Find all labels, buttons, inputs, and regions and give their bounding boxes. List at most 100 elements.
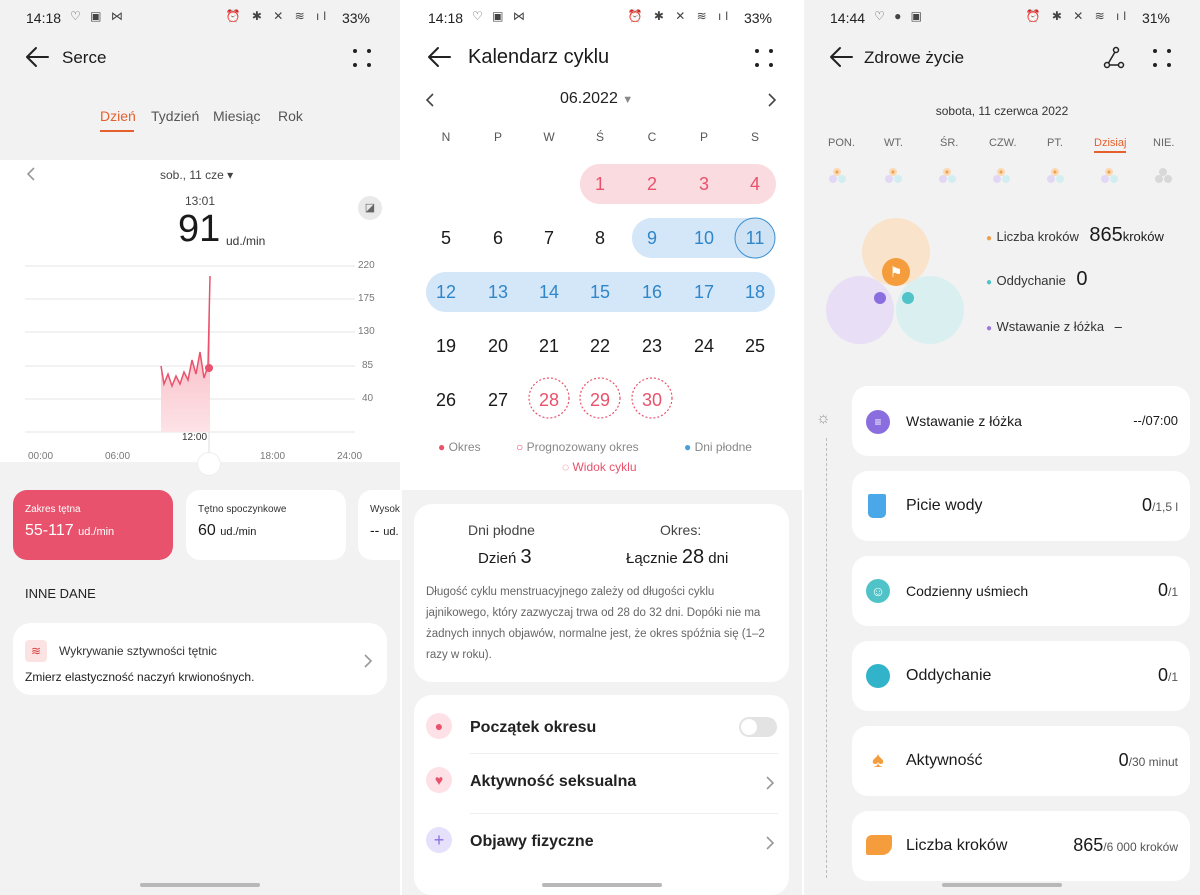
page-title: Zdrowe życie	[864, 48, 965, 67]
row-label: Codzienny uśmiech	[906, 583, 1029, 599]
calendar-day[interactable]: 20	[487, 336, 509, 356]
cursor-time-label: 12:00	[182, 432, 208, 443]
calendar-day[interactable]: 26	[435, 390, 457, 410]
calendar-day-today[interactable]: 11	[745, 228, 765, 248]
date-label: sob., 11 cze	[160, 168, 224, 182]
calendar-day[interactable]: 21	[538, 336, 560, 356]
day-label[interactable]: WT.	[884, 137, 903, 149]
y-tick: 85	[362, 360, 374, 371]
back-arrow-icon[interactable]	[424, 42, 454, 72]
water-row[interactable]: Picie wody 0/1,5 l	[852, 471, 1190, 541]
period-start-toggle[interactable]	[739, 717, 777, 737]
day-label[interactable]: NIE.	[1153, 137, 1175, 149]
day-label[interactable]: PON.	[828, 137, 855, 149]
cycle-options-list: ● Początek okresu ♥ Aktywność seksualna …	[414, 695, 789, 895]
week-progress-icons	[829, 168, 1172, 183]
calendar-day[interactable]: 27	[487, 390, 509, 410]
calendar-day[interactable]: 18	[744, 282, 766, 302]
date-selector[interactable]: sob., 11 cze ▾	[160, 168, 233, 182]
row-label: Objawy fizyczne	[470, 833, 594, 850]
battery-level: 33%	[341, 10, 370, 26]
home-indicator[interactable]	[942, 883, 1062, 887]
sexual-activity-row[interactable]: ♥ Aktywność seksualna	[414, 755, 789, 813]
more-options-icon[interactable]	[1150, 46, 1174, 70]
period-start-row[interactable]: ● Początek okresu	[414, 695, 789, 753]
tab-week[interactable]: Tydzień	[151, 108, 200, 124]
calendar-day[interactable]: 28	[538, 390, 560, 410]
arterial-stiffness-card[interactable]: ≋ Wykrywanie sztywności tętnic Zmierz el…	[13, 623, 387, 695]
expand-icon[interactable]: ◪	[358, 196, 382, 220]
prev-day-icon[interactable]	[24, 166, 38, 182]
calendar-day[interactable]: 4	[749, 174, 760, 194]
more-options-icon[interactable]	[350, 46, 374, 70]
calendar-day[interactable]: 17	[693, 282, 715, 302]
resting-heart-rate-card[interactable]: Tętno spoczynkowe 60 ud./min	[186, 490, 346, 560]
chart-svg	[25, 265, 355, 456]
calendar-day[interactable]: 7	[543, 228, 554, 248]
y-tick: 130	[358, 326, 375, 337]
activity-row[interactable]: ♠ Aktywność 0/30 minut	[852, 726, 1190, 796]
calendar-day[interactable]: 19	[435, 336, 457, 356]
tab-month[interactable]: Miesiąc	[213, 108, 261, 124]
share-route-icon[interactable]	[1102, 46, 1126, 70]
next-month-icon[interactable]	[766, 92, 778, 108]
dropdown-icon: ▼	[622, 94, 634, 106]
breathing-row[interactable]: Oddychanie 0/1	[852, 641, 1190, 711]
chevron-right-icon	[766, 776, 775, 790]
cycle-view-link[interactable]: ◌ Widok cyklu	[562, 460, 637, 474]
calendar-day[interactable]: 14	[538, 282, 560, 302]
calendar-day[interactable]: 8	[594, 228, 605, 248]
physical-symptoms-row[interactable]: + Objawy fizyczne	[414, 815, 789, 873]
day-label[interactable]: CZW.	[989, 137, 1017, 149]
calendar-day[interactable]: 6	[492, 228, 503, 248]
home-indicator[interactable]	[140, 883, 260, 887]
fertile-label: Dni płodne	[468, 522, 535, 538]
card-value: 60 ud./min	[198, 522, 257, 539]
calendar-day[interactable]: 25	[744, 336, 766, 356]
chevron-right-icon	[364, 654, 373, 668]
card-value: -- ud.	[370, 522, 399, 538]
day-label[interactable]: ŚR.	[940, 137, 959, 149]
status-bar: 14:18 ♡ ▣ ⋈ ⏰ ✱ ✕ ≋ ıl 33%	[0, 0, 400, 34]
calendar-day[interactable]: 1	[594, 174, 605, 194]
heart-rate-range-card[interactable]: Zakres tętna 55-117 ud./min	[13, 490, 173, 560]
back-arrow-icon[interactable]	[22, 42, 52, 72]
legend-predicted: ○ Prognozowany okres	[516, 440, 639, 454]
tab-day[interactable]: Dzień	[100, 108, 136, 124]
card-label: Zakres tętna	[25, 504, 81, 515]
weekday-label: S	[750, 130, 759, 144]
panel-divider	[802, 0, 804, 895]
more-options-icon[interactable]	[752, 46, 776, 70]
calendar-day[interactable]: 16	[641, 282, 663, 302]
status-bar: 14:44 ♡ ● ▣ ⏰ ✱ ✕ ≋ ıl 31%	[804, 0, 1200, 34]
smile-row[interactable]: ☺ Codzienny uśmiech 0/1	[852, 556, 1190, 626]
bed-icon: ≡	[866, 410, 890, 434]
calendar-day[interactable]: 5	[440, 228, 451, 248]
wakeup-row[interactable]: ≡ Wstawanie z łóżka --/07:00	[852, 386, 1190, 456]
tab-year[interactable]: Rok	[278, 108, 303, 124]
row-label: Liczba kroków	[906, 837, 1008, 854]
calendar-day[interactable]: 13	[487, 282, 509, 302]
calendar-day[interactable]: 3	[698, 174, 709, 194]
calendar-day[interactable]: 2	[646, 174, 657, 194]
calendar-day[interactable]: 24	[693, 336, 715, 356]
calendar-day[interactable]: 10	[693, 228, 715, 248]
calendar-day[interactable]: 12	[435, 282, 457, 302]
calendar-day[interactable]: 30	[641, 390, 663, 410]
calendar-day[interactable]: 23	[641, 336, 663, 356]
high-heart-rate-card[interactable]: Wysok -- ud.	[358, 490, 400, 560]
calendar-day[interactable]: 29	[589, 390, 611, 410]
calendar-day[interactable]: 22	[589, 336, 611, 356]
month-selector[interactable]: 06.2022 ▼	[560, 90, 633, 108]
day-label[interactable]: PT.	[1047, 137, 1063, 149]
day-label-today[interactable]: Dzisiaj	[1094, 137, 1127, 153]
status-time: 14:18	[26, 10, 62, 26]
weekday-label: W	[543, 130, 555, 144]
calendar-day[interactable]: 15	[589, 282, 611, 302]
back-arrow-icon[interactable]	[826, 42, 856, 72]
calendar-day[interactable]: 9	[646, 228, 657, 248]
prev-month-icon[interactable]	[424, 92, 436, 108]
steps-row[interactable]: Liczba kroków 865/6 000 kroków	[852, 811, 1190, 881]
chart-scrubber-handle[interactable]	[197, 452, 221, 476]
home-indicator[interactable]	[542, 883, 662, 887]
